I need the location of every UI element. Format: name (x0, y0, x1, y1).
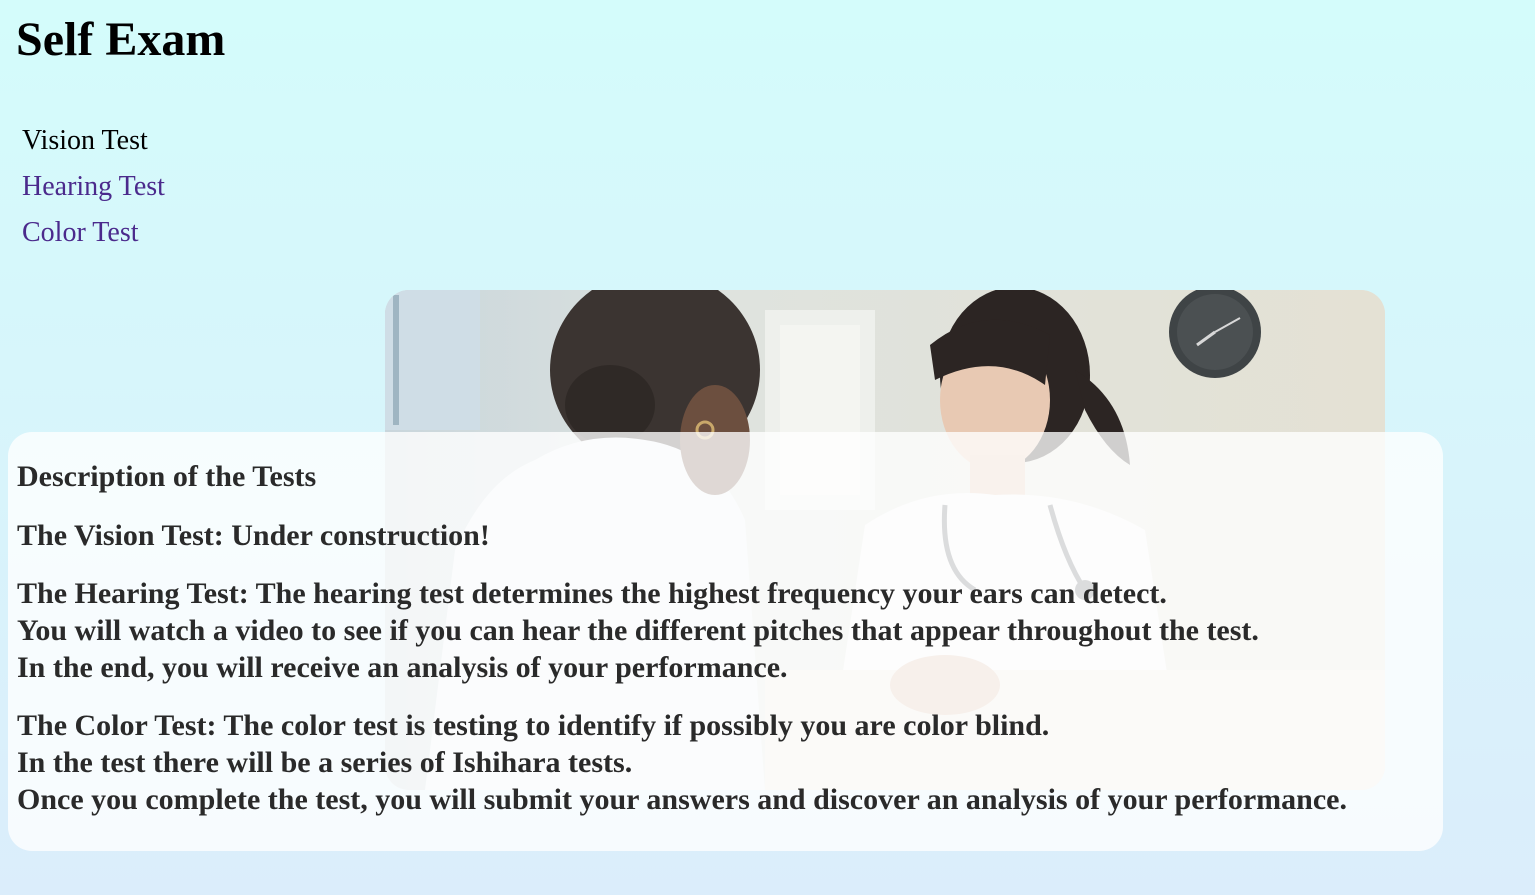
description-line: In the end, you will receive an analysis… (17, 651, 788, 684)
description-line: In the test there will be a series of Is… (17, 746, 633, 779)
description-line: You will watch a video to see if you can… (17, 614, 1259, 647)
nav-link-vision-test[interactable]: Vision Test (22, 125, 148, 156)
description-heading: Description of the Tests (17, 460, 317, 493)
test-description-panel: Description of the Tests The Vision Test… (8, 432, 1443, 851)
nav-link-hearing-test[interactable]: Hearing Test (22, 171, 165, 202)
hearing-test-description: The Hearing Test: The hearing test deter… (17, 575, 1435, 686)
description-line: The Color Test: The color test is testin… (17, 709, 1050, 742)
description-line: The Vision Test: Under construction! (17, 519, 490, 552)
color-test-description: The Color Test: The color test is testin… (17, 707, 1435, 818)
test-nav: Vision Test Hearing Test Color Test (22, 118, 165, 256)
vision-test-description: The Vision Test: Under construction! (17, 517, 1435, 554)
page-title: Self Exam (16, 13, 226, 66)
nav-link-color-test[interactable]: Color Test (22, 217, 139, 248)
description-line: The Hearing Test: The hearing test deter… (17, 577, 1167, 610)
description-line: Once you complete the test, you will sub… (17, 783, 1347, 816)
